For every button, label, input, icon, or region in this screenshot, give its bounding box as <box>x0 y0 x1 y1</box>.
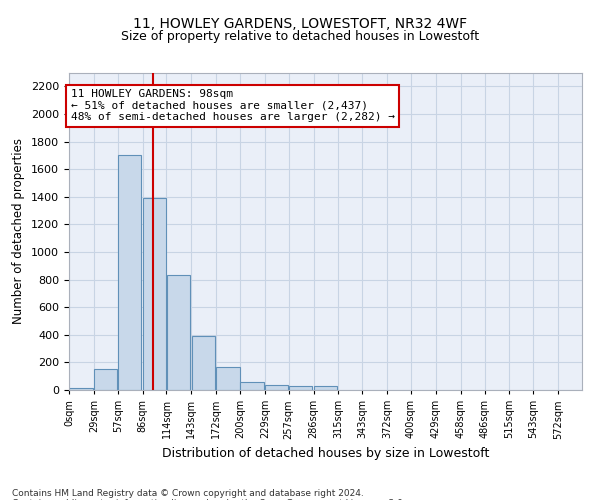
Bar <box>94 368 118 390</box>
Bar <box>70 388 92 390</box>
Bar <box>217 367 239 390</box>
Bar <box>314 386 337 390</box>
Bar <box>118 156 142 390</box>
Bar <box>143 198 166 390</box>
Text: 11 HOWLEY GARDENS: 98sqm
← 51% of detached houses are smaller (2,437)
48% of sem: 11 HOWLEY GARDENS: 98sqm ← 51% of detach… <box>71 89 395 122</box>
Text: Contains public sector information licensed under the Open Government Licence v3: Contains public sector information licen… <box>12 498 406 500</box>
Y-axis label: Number of detached properties: Number of detached properties <box>13 138 25 324</box>
Text: Size of property relative to detached houses in Lowestoft: Size of property relative to detached ho… <box>121 30 479 43</box>
Bar <box>241 382 263 390</box>
Text: 11, HOWLEY GARDENS, LOWESTOFT, NR32 4WF: 11, HOWLEY GARDENS, LOWESTOFT, NR32 4WF <box>133 18 467 32</box>
Text: Contains HM Land Registry data © Crown copyright and database right 2024.: Contains HM Land Registry data © Crown c… <box>12 488 364 498</box>
X-axis label: Distribution of detached houses by size in Lowestoft: Distribution of detached houses by size … <box>162 447 489 460</box>
Bar <box>167 274 190 390</box>
Bar <box>191 336 215 390</box>
Bar <box>265 385 289 390</box>
Bar <box>289 386 313 390</box>
